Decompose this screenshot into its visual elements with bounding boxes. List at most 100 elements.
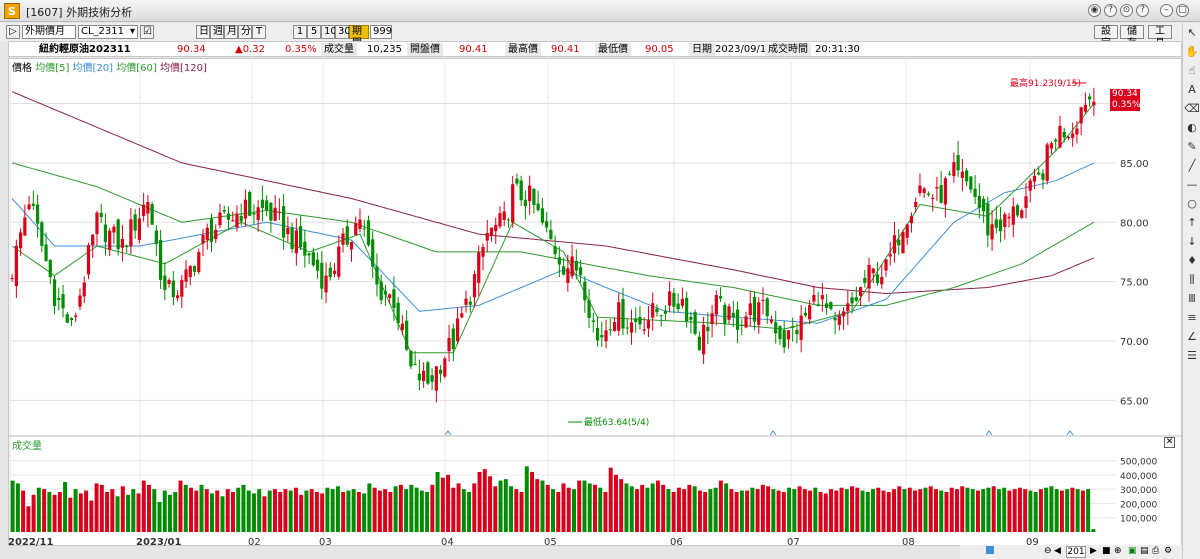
line-icon[interactable]: ╱ (1188, 159, 1196, 172)
market-select[interactable]: 外期價月 (22, 25, 76, 39)
maximize-icon[interactable]: □ (1176, 4, 1189, 17)
candle-body (269, 202, 273, 221)
symbol-input[interactable]: CL_2311 ▾ (78, 25, 138, 39)
erase-icon[interactable]: ⌫ (1184, 102, 1200, 115)
candle-body (146, 201, 150, 214)
volume-bar (42, 489, 47, 532)
scroll-left-icon[interactable]: ◀ (1054, 546, 1061, 556)
volume-bar (147, 484, 152, 532)
help-icon[interactable]: ? (1104, 4, 1117, 17)
count-button-5[interactable]: 5 (307, 25, 321, 39)
volume-bar (724, 483, 729, 532)
volume-bar (986, 487, 991, 532)
count-button-30[interactable]: 30 (335, 25, 351, 39)
period-button-tick[interactable]: T (252, 25, 266, 39)
volume-bar (456, 483, 461, 532)
pen-icon[interactable]: ✎ (1187, 140, 1197, 153)
print-icon[interactable]: ⊙ (1120, 4, 1133, 17)
save-icon[interactable]: ▤ (1140, 546, 1149, 556)
period-input[interactable]: 999 (370, 25, 392, 39)
period-button-day[interactable]: 日 (196, 25, 210, 39)
close-volume-panel-icon[interactable]: ✕ (1164, 437, 1175, 448)
date-tick-label: 04 (441, 537, 454, 548)
period-button-week[interactable]: 週 (210, 25, 224, 39)
link-icon[interactable]: ◉ (1088, 4, 1101, 17)
price-tick-label: 65.00 (1120, 396, 1149, 407)
volume-bar (913, 490, 917, 532)
app-logo: S (4, 3, 20, 19)
count-button-1[interactable]: 1 (293, 25, 307, 39)
fibonacci-icon[interactable]: ≡ (1187, 311, 1197, 324)
volume-bar (619, 479, 624, 532)
chart-area[interactable] (8, 58, 1182, 546)
count-button-10[interactable]: 10 (321, 25, 337, 39)
candle-body (303, 241, 307, 256)
candle-body (1020, 210, 1024, 218)
low-annotation: 最低63.64(5/4) (584, 416, 649, 428)
list-icon[interactable]: ☰ (1187, 349, 1197, 362)
volume-bar (524, 466, 529, 532)
zoom-out-icon[interactable]: ⊖ (1044, 546, 1052, 556)
volume-bar (362, 493, 367, 532)
volume-bar (356, 492, 361, 532)
candle-body (973, 188, 977, 197)
color-icon[interactable]: ◐ (1187, 121, 1197, 134)
volume-bar (860, 490, 865, 532)
candle-body (1049, 143, 1054, 149)
volume-bar (341, 492, 346, 532)
volume-bar (194, 490, 199, 532)
legend-ma20[interactable]: 均價[20] (72, 63, 114, 74)
hand-icon[interactable]: ✋ (1185, 45, 1199, 58)
legend-ma60[interactable]: 均價[60] (116, 63, 157, 74)
stop-icon[interactable]: ■ (1102, 546, 1111, 556)
ma5-line (11, 103, 1095, 354)
candle-body (222, 209, 226, 212)
hline-icon[interactable]: — (1186, 178, 1198, 191)
period-button-month[interactable]: 月 (224, 25, 238, 39)
marker-icon[interactable]: ♦ (1187, 254, 1197, 267)
circle-icon[interactable]: ○ (1187, 197, 1197, 210)
zoom-in-icon[interactable]: ⊕ (1114, 546, 1122, 556)
candle-body (125, 245, 129, 248)
candle-body (981, 198, 986, 212)
bars-count[interactable]: 201 (1066, 546, 1086, 558)
volume-tick-label: 200,000 (1120, 500, 1157, 510)
volume-bar (771, 489, 776, 532)
arrow-down-icon[interactable]: ↓ (1187, 235, 1197, 248)
minimize-icon[interactable]: – (1160, 4, 1173, 17)
cursor-icon[interactable]: ↖ (1187, 26, 1197, 39)
play-icon[interactable]: ▷ (6, 25, 20, 39)
candle-body (57, 298, 61, 300)
scroll-right-icon[interactable]: ▶ (1090, 546, 1097, 556)
settings-icon[interactable]: ⚙ (1164, 546, 1173, 556)
volume-bar (1065, 489, 1070, 532)
angle-icon[interactable]: ∠ (1187, 330, 1197, 343)
volume-bar (892, 489, 897, 532)
checkbox-icon[interactable]: ☑ (140, 25, 154, 39)
legend-ma5[interactable]: 均價[5] (35, 63, 70, 74)
volume-bar (907, 487, 912, 532)
text-icon[interactable]: A (1188, 83, 1196, 96)
volume-bar (975, 490, 980, 532)
export-icon[interactable]: ▣ (1128, 546, 1137, 556)
volume-bar (1002, 487, 1007, 532)
period-button-minute[interactable]: 分 (238, 25, 252, 39)
arrow-up-icon[interactable]: ↑ (1187, 216, 1197, 229)
volume-bar (781, 492, 786, 532)
bars-icon[interactable]: ⫼ (1189, 273, 1195, 286)
scroll-thumb[interactable] (986, 546, 994, 554)
volume-bar (608, 467, 613, 532)
print-button-icon[interactable]: ⎙ (1152, 546, 1160, 556)
grid-icon[interactable]: Ⅲ (1188, 292, 1196, 305)
candle-body (464, 298, 468, 305)
volume-bar (189, 487, 193, 532)
candle-body (282, 206, 286, 238)
volume-bar (666, 489, 671, 532)
current-price-tag-pct: 0.35% (1112, 100, 1141, 110)
info-icon[interactable]: ? (1136, 4, 1149, 17)
legend-ma120[interactable]: 均價[120] (159, 63, 207, 74)
pan-icon[interactable]: ☝ (1188, 64, 1196, 77)
price-change-pct: 0.35% (285, 44, 317, 55)
candle-body (18, 232, 23, 249)
legend-price: 價格 (12, 63, 32, 74)
